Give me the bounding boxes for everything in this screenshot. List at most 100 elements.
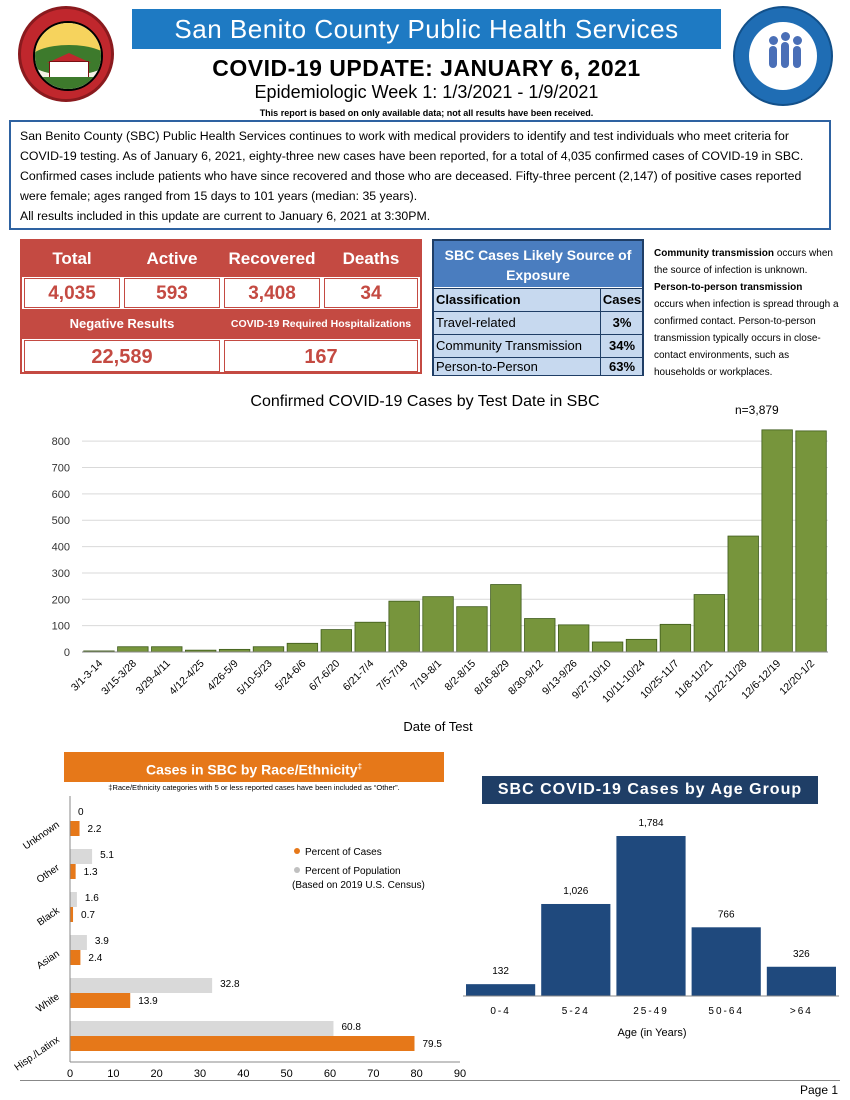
x-tick-label: 80 bbox=[411, 1068, 423, 1080]
race-ethnicity-bar-chart: 0 2.2 Unknown 5.11.3 Other 1.6 0.7 Black 3.9 2.4 A… bbox=[13, 796, 466, 1080]
race-chart-title: Cases in SBC by Race/Ethnicity‡ bbox=[64, 752, 444, 782]
cases-label: 2.4 bbox=[88, 953, 102, 964]
bar bbox=[691, 927, 761, 996]
bar bbox=[727, 535, 759, 653]
table-row: Community Transmission 34% bbox=[434, 334, 642, 357]
category-label: Hisp./Latinx bbox=[13, 1034, 62, 1073]
x-tick-label: 12/20-1/2 bbox=[777, 658, 817, 698]
public-health-logo bbox=[733, 6, 833, 106]
row-label: Person-to-Person bbox=[436, 359, 538, 374]
exposure-table-title: SBC Cases Likely Source of Exposure bbox=[434, 241, 642, 287]
x-tick-label: 5/10-5/23 bbox=[235, 658, 275, 698]
page-subtitle: Epidemiologic Week 1: 1/3/2021 - 1/9/202… bbox=[254, 82, 599, 102]
community-term: Community transmission bbox=[654, 248, 775, 259]
row-value: 34% bbox=[600, 335, 643, 357]
x-tick-label: 6/7-6/20 bbox=[307, 658, 343, 694]
bar bbox=[422, 596, 454, 653]
population-label: 5.1 bbox=[100, 850, 114, 861]
bar bbox=[541, 903, 611, 996]
footer-divider bbox=[20, 1080, 840, 1081]
intro-current-note: All results included in this update are … bbox=[20, 209, 431, 223]
x-tick-label: 3/29-4/11 bbox=[134, 658, 173, 697]
y-tick-label: 500 bbox=[52, 515, 70, 527]
category-label: Other bbox=[35, 862, 62, 886]
population-bar bbox=[70, 1021, 334, 1036]
age-group-bar-chart: 132 0-4 1,026 5-24 1,784 25-49 766 50-64 326 >64 A… bbox=[463, 818, 839, 1039]
classification-header: Classification bbox=[436, 292, 521, 307]
bar bbox=[591, 641, 624, 653]
table-row: Travel-related 3% bbox=[434, 311, 642, 334]
exposure-source-table: SBC Cases Likely Source of Exposure Clas… bbox=[432, 239, 644, 376]
x-tick-label: 8/30-9/12 bbox=[506, 658, 546, 698]
bar bbox=[795, 430, 827, 653]
y-tick-label: 0 bbox=[64, 647, 70, 659]
cases-label: 79.5 bbox=[423, 1039, 443, 1050]
x-tick-label: 70 bbox=[367, 1068, 379, 1080]
x-tick-label: 0-4 bbox=[490, 1006, 510, 1017]
category-label: Unknown bbox=[21, 819, 61, 852]
category-label: Black bbox=[35, 905, 62, 929]
y-tick-label: 300 bbox=[52, 568, 70, 580]
population-bar bbox=[70, 935, 87, 950]
data-label: 326 bbox=[793, 949, 810, 960]
population-bar bbox=[70, 892, 77, 907]
cases-bar bbox=[70, 821, 80, 836]
race-chart-title-marker: ‡ bbox=[357, 762, 363, 771]
p2p-term: Person-to-person transmission bbox=[654, 282, 803, 293]
total-value: 4,035 bbox=[24, 278, 120, 308]
intro-box: San Benito County (SBC) Public Health Se… bbox=[9, 120, 831, 230]
exposure-table-header: Classification Cases bbox=[434, 288, 642, 311]
y-tick-label: 400 bbox=[52, 542, 70, 554]
cases-label: 0.7 bbox=[81, 910, 95, 921]
bar bbox=[151, 646, 183, 653]
x-tick-label: 4/12-4/25 bbox=[167, 658, 207, 698]
x-tick-label: 6/21-7/4 bbox=[341, 658, 377, 694]
x-tick-label: 40 bbox=[237, 1068, 249, 1080]
legend-cases-swatch bbox=[294, 848, 300, 854]
cases-bar bbox=[70, 950, 81, 965]
cases-label: 2.2 bbox=[88, 824, 102, 835]
legend-population-swatch bbox=[294, 867, 300, 873]
legend-population-label: Percent of Population bbox=[305, 866, 401, 877]
x-tick-label: 90 bbox=[454, 1068, 466, 1080]
bar bbox=[625, 638, 658, 653]
x-axis-label: Date of Test bbox=[403, 719, 473, 734]
x-axis-label: Age (in Years) bbox=[617, 1027, 686, 1039]
row-value: 3% bbox=[600, 312, 643, 334]
org-banner: San Benito County Public Health Services bbox=[132, 9, 721, 49]
cases-header: Cases bbox=[600, 289, 643, 311]
negative-label: Negative Results bbox=[22, 309, 222, 339]
y-tick-label: 200 bbox=[52, 594, 70, 606]
data-label: 132 bbox=[492, 966, 509, 977]
population-label: 60.8 bbox=[341, 1022, 361, 1033]
x-tick-label: 7/5-7/18 bbox=[375, 658, 411, 694]
data-note: This report is based on only available d… bbox=[259, 108, 594, 118]
bar bbox=[286, 642, 319, 653]
category-label: White bbox=[34, 991, 62, 1015]
x-tick-label: >64 bbox=[790, 1006, 813, 1017]
bar bbox=[659, 623, 692, 653]
bar bbox=[456, 606, 488, 653]
bar bbox=[693, 594, 725, 653]
case-stats-panel: Total Active Recovered Deaths 4,035 593 … bbox=[20, 239, 422, 374]
row-value: 63% bbox=[600, 358, 643, 375]
bar bbox=[616, 836, 686, 996]
bar bbox=[320, 629, 352, 653]
row-label: Community Transmission bbox=[436, 338, 582, 353]
row-label: Travel-related bbox=[436, 315, 516, 330]
x-tick-label: 60 bbox=[324, 1068, 336, 1080]
page-title: COVID-19 UPDATE: JANUARY 6, 2021 bbox=[212, 55, 641, 81]
negative-value: 22,589 bbox=[24, 340, 220, 372]
y-tick-label: 800 bbox=[52, 436, 70, 448]
data-label: 1,784 bbox=[638, 818, 663, 829]
bar bbox=[490, 584, 522, 653]
test-date-chart-n: n=3,879 bbox=[735, 403, 779, 417]
population-bar bbox=[70, 978, 213, 993]
county-seal-logo bbox=[18, 6, 114, 102]
page-number: Page 1 bbox=[800, 1083, 839, 1097]
y-tick-label: 600 bbox=[52, 489, 70, 501]
x-tick-label: 50-64 bbox=[708, 1006, 744, 1017]
population-label: 0 bbox=[78, 807, 84, 818]
hospitalizations-value: 167 bbox=[224, 340, 418, 372]
intro-paragraph: San Benito County (SBC) Public Health Se… bbox=[20, 129, 804, 203]
